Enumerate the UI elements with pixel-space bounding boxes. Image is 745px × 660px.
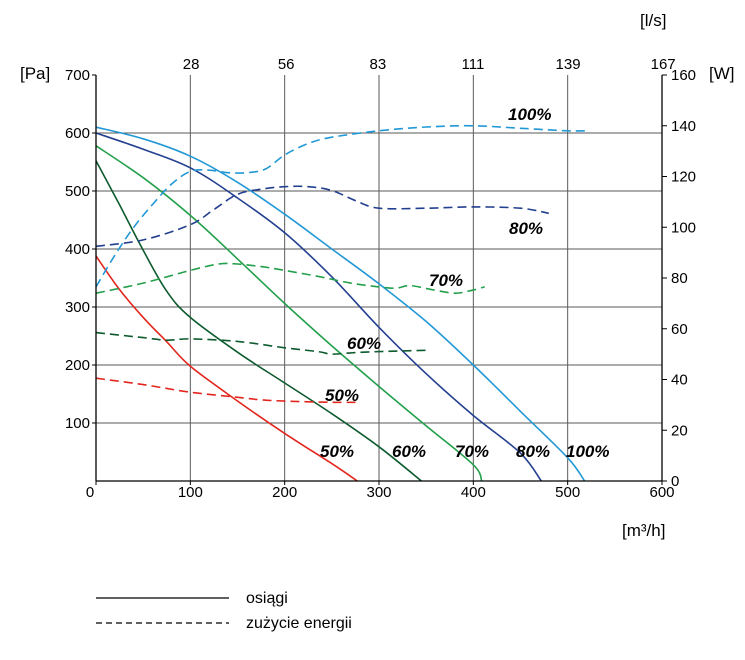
x-top-tick-label: 111 (462, 56, 485, 73)
x-tick-label: 600 (649, 484, 674, 501)
series-line-power-100pct (95, 124, 587, 288)
legend: osiągi zużycie energii (96, 590, 352, 632)
series-line-performance-100pct (95, 126, 586, 482)
y-left-tick-label: 300 (65, 299, 90, 316)
y-left-tick-label: 700 (65, 67, 90, 84)
x-top-tick-label: 28 (183, 56, 200, 73)
x-top-tick-label: 83 (370, 56, 387, 73)
grid-layer (96, 75, 662, 481)
series-label-performance-60pct: 60% (392, 442, 426, 461)
series-label-performance-100pct: 100% (566, 442, 609, 461)
x-top-unit-label: [l/s] (640, 11, 666, 30)
x-tick-label: 100 (178, 484, 203, 501)
y-left-tick-label: 600 (65, 125, 90, 142)
x-unit-label: [m³/h] (622, 521, 665, 540)
y-right-tick-label: 20 (671, 422, 688, 439)
legend-label-power-consumption: zużycie energii (246, 615, 352, 632)
y-left-tick-label: 500 (65, 183, 90, 200)
series-label-power-50pct: 50% (325, 386, 359, 405)
x-top-tick-label: 56 (278, 56, 295, 73)
x-tick-label: 0 (86, 484, 94, 501)
x-tick-label: 200 (272, 484, 297, 501)
y-right-tick-label: 80 (671, 270, 688, 287)
series-line-performance-80pct (95, 132, 542, 482)
series-label-power-100pct: 100% (508, 105, 551, 124)
series-line-power-50pct (95, 377, 361, 404)
series-line-power-80pct (95, 185, 549, 248)
x-tick-label: 300 (366, 484, 391, 501)
series-label-performance-80pct: 80% (516, 442, 550, 461)
series-line-power-70pct (95, 262, 485, 295)
y-right-tick-label: 160 (671, 67, 696, 84)
series-line-performance-50pct (95, 255, 358, 482)
y-right-unit-label: [W] (709, 64, 735, 83)
y-left-tick-label: 200 (65, 357, 90, 374)
x-top-tick-label: 139 (556, 56, 581, 73)
y-right-tick-label: 140 (671, 118, 696, 135)
y-right-tick-label: 0 (671, 473, 679, 490)
x-tick-label: 500 (555, 484, 580, 501)
y-right-tick-label: 100 (671, 219, 696, 236)
series-label-power-60pct: 60% (347, 334, 381, 353)
y-right-tick-label: 120 (671, 169, 696, 186)
y-left-tick-label: 400 (65, 241, 90, 258)
series-layer (95, 124, 587, 482)
axes-layer (92, 74, 667, 485)
series-line-power-60pct (95, 331, 427, 355)
y-right-tick-label: 60 (671, 321, 688, 338)
y-left-unit-label: [Pa] (20, 64, 50, 83)
y-left-tick-label: 100 (65, 415, 90, 432)
series-line-performance-70pct (95, 145, 483, 482)
series-line-performance-60pct (95, 160, 422, 482)
series-label-performance-70pct: 70% (455, 442, 489, 461)
legend-label-performance: osiągi (246, 590, 288, 607)
x-tick-label: 400 (461, 484, 486, 501)
x-top-tick-label: 167 (651, 56, 676, 73)
y-right-tick-label: 40 (671, 372, 688, 389)
series-label-performance-50pct: 50% (320, 442, 354, 461)
series-label-power-80pct: 80% (509, 219, 543, 238)
series-label-power-70pct: 70% (429, 271, 463, 290)
